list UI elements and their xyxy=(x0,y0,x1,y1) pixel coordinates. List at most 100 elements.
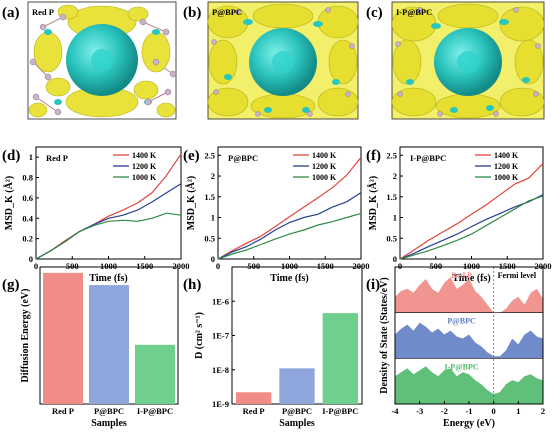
y-tick-label: 1E-8 xyxy=(212,365,229,375)
panel-inner-label: P@BPC xyxy=(228,153,258,163)
isosurface-image: I-P@BPC xyxy=(391,1,545,120)
msd-chart-red-p: 0 500 1000 1500 2000 0 0.2 0.4 0.6 0.8 1 Time (fs) M… xyxy=(3,146,190,284)
isosurface-image: Red P xyxy=(27,1,177,120)
y-tick-label: 2 xyxy=(211,171,215,181)
isosurface-image: P@BPC xyxy=(207,1,359,120)
plot-frame xyxy=(399,146,544,260)
x-tick-label: 1000 xyxy=(100,261,117,271)
y-tick-label: 1 xyxy=(211,213,215,223)
x-tick-label: -1 xyxy=(465,406,472,416)
x-axis-label: Time (fs) xyxy=(89,273,127,284)
x-axis-label: Samples xyxy=(91,418,127,429)
legend-entry: 1200 K xyxy=(494,162,519,171)
y-tick-label: 0.5 xyxy=(204,233,215,243)
x-tick-label: 2000 xyxy=(535,261,552,271)
y-axis-label: D (cm² s⁻¹) xyxy=(194,312,205,359)
yellow-lobes xyxy=(391,3,545,119)
x-tick-label: 1 xyxy=(516,406,520,416)
cyan-lobes xyxy=(406,19,530,113)
x-axis-label: Time (fs) xyxy=(452,273,490,284)
legend-entry: 1200 K xyxy=(132,162,157,171)
fermi-level-label: Fermi level xyxy=(498,271,537,280)
series-line-1000-K xyxy=(35,212,182,260)
panel-inner-label: I-P@BPC xyxy=(396,7,432,17)
y-tick-label: 0.5 xyxy=(386,233,397,243)
legend-entry: 1400 K xyxy=(312,151,337,160)
x-tick-label: 500 xyxy=(66,261,79,271)
x-tick-label: Red P xyxy=(243,406,265,416)
y-tick-label: 0.4 xyxy=(22,213,33,223)
x-tick-label: 2000 xyxy=(353,261,370,271)
panel-inner-label: I-P@BPC xyxy=(410,153,446,163)
legend-entry: 1000 K xyxy=(494,173,519,182)
series-line-1000-K xyxy=(399,195,544,260)
legend-entry: 1400 K xyxy=(132,151,157,160)
yellow-lobes xyxy=(28,4,176,118)
x-axis-label: Samples xyxy=(279,418,315,429)
bar xyxy=(89,285,129,404)
plot-frame xyxy=(217,146,362,260)
panel-letter-g: (g) xyxy=(2,277,20,293)
dos-area-P-BPC xyxy=(395,322,543,359)
series-line-1400-K xyxy=(399,163,544,260)
x-tick-label: 0 xyxy=(398,261,402,271)
msd-chart-i-p-bpc: 0 500 1000 1500 2000 0 0.5 1 1.5 2 2.5 Time (fs) MSD… xyxy=(367,146,552,284)
series-label: P@BPC xyxy=(447,317,476,326)
x-tick-label: 0 xyxy=(492,406,496,416)
x-tick-label: 1500 xyxy=(317,261,334,271)
panel-letter: (a) xyxy=(2,5,20,21)
y-axis-label: Density of State (States/eV) xyxy=(379,277,390,393)
density-of-states-chart: Red P P@BPC I-P@BPC Fermi level -4 -3 -2 -1 0 1 2 E… xyxy=(379,266,545,429)
bar xyxy=(236,392,272,404)
panel-inner-label: Red P xyxy=(46,153,68,163)
panel-letter-i: (i) xyxy=(366,277,380,293)
y-axis-label: MSD_K (Å²) xyxy=(367,176,379,230)
msd-chart-p-bpc: 0 500 1000 1500 2000 0 0.5 1 1.5 2 2.5 Time (fs) MSD… xyxy=(185,146,370,284)
series-line-1200-K xyxy=(217,192,362,260)
series-label: Red P xyxy=(451,271,472,280)
y-tick-label: 1E-9 xyxy=(212,399,229,409)
dos-area-I-P-BPC xyxy=(395,366,543,404)
y-axis-label: MSD_K (Å²) xyxy=(185,176,197,230)
y-tick-label: 2.5 xyxy=(386,150,397,160)
panel-letter: (b) xyxy=(183,5,201,21)
x-tick-label: 1500 xyxy=(136,261,153,271)
y-tick-label: 0 xyxy=(393,254,397,264)
legend-entry: 1200 K xyxy=(312,162,337,171)
y-tick-label: 1E-7 xyxy=(212,331,230,341)
series-label: I-P@BPC xyxy=(445,362,479,371)
panel-letter: (c) xyxy=(366,5,383,21)
panel-letter-e: (e) xyxy=(183,148,200,164)
x-tick-label: 500 xyxy=(429,261,442,271)
legend-entry: 1000 K xyxy=(132,173,157,182)
x-tick-label: 0 xyxy=(216,261,220,271)
x-tick-label: P@BPC xyxy=(282,406,312,416)
x-tick-label: -3 xyxy=(416,406,423,416)
diffusion-coefficient-bar-chart: 1E-9 1E-8 1E-7 1E-6 Red P P@BPC I-P@BPC Samples… xyxy=(194,266,363,429)
x-tick-label: 1500 xyxy=(499,261,516,271)
x-axis-label: Time (fs) xyxy=(270,273,308,284)
x-tick-label: Red P xyxy=(52,406,74,416)
x-tick-label: -2 xyxy=(441,406,448,416)
panel-letter-d: (d) xyxy=(2,148,20,164)
legend-entry: 1000 K xyxy=(312,173,337,182)
y-tick-label: 0.8 xyxy=(22,173,33,183)
x-axis-label: Energy (eV) xyxy=(443,418,495,429)
dos-area-Red-P xyxy=(395,277,543,313)
series-line-1000-K xyxy=(217,212,362,260)
x-tick-label: 2000 xyxy=(173,261,190,271)
series-line-1400-K xyxy=(217,157,362,260)
bar xyxy=(279,368,315,404)
y-tick-label: 1 xyxy=(29,152,33,162)
y-tick-label: 0.2 xyxy=(22,234,33,244)
panel-b: (b) P@BPC xyxy=(183,1,359,120)
panel-a: (a) Red P xyxy=(2,1,177,120)
series-line-1200-K xyxy=(399,194,544,260)
panel-letter-h: (h) xyxy=(183,277,201,293)
y-tick-label: 1E-6 xyxy=(212,296,229,306)
x-tick-label: I-P@BPC xyxy=(322,406,358,416)
x-tick-label: 2 xyxy=(541,406,545,416)
bar xyxy=(322,313,358,404)
panel-inner-label: P@BPC xyxy=(212,7,242,17)
legend-entry: 1400 K xyxy=(494,151,519,160)
